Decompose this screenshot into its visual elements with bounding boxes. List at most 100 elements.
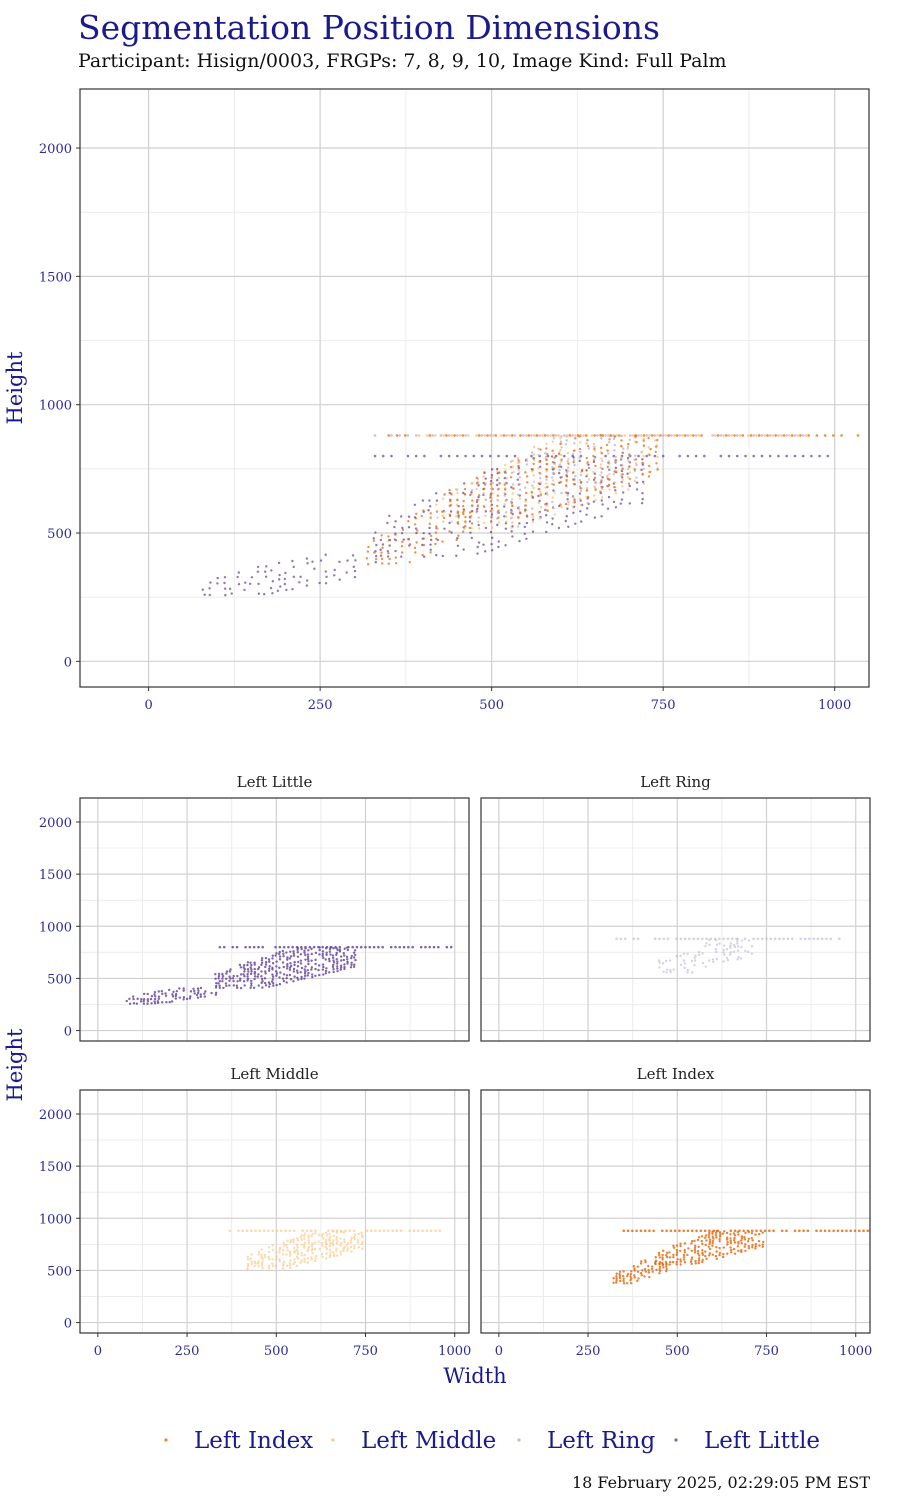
data-point [182,989,185,992]
data-point [667,434,670,437]
data-point [373,454,377,458]
data-point [267,969,271,972]
data-point [260,970,263,973]
data-point [551,479,555,482]
data-point [257,1250,261,1254]
data-point [286,965,289,968]
data-point [368,945,372,949]
data-point [563,454,566,458]
data-point [580,520,583,523]
data-point [505,434,509,437]
data-point [310,1244,313,1247]
data-point [295,1248,299,1252]
data-point [267,1267,271,1270]
data-point [557,471,561,475]
data-point [353,949,357,952]
data-point [633,1276,636,1279]
data-point [750,1236,753,1240]
data-point [771,434,775,437]
data-point [704,965,707,968]
data-point [456,491,459,495]
data-point [462,548,465,551]
data-point [530,451,534,454]
data-point [785,1229,788,1233]
data-point [380,557,384,561]
data-point [304,965,307,968]
data-point [708,1247,712,1251]
data-point [225,972,228,975]
data-point [243,964,246,967]
data-point [339,1237,342,1240]
data-point [712,960,715,964]
data-point [565,471,569,474]
data-point [513,454,517,458]
data-point [665,1255,669,1259]
data-point [628,502,632,505]
data-point [516,456,520,460]
data-point [727,454,731,458]
data-point [504,499,507,502]
data-point [619,502,622,505]
data-point [303,974,307,978]
data-point [349,966,353,969]
data-point [229,977,232,980]
data-point [293,1246,296,1250]
data-point [626,475,630,479]
data-point [300,977,303,981]
data-point [544,513,548,517]
data-point [545,462,548,466]
data-point [594,498,597,502]
data-point [303,1253,306,1257]
data-point [722,951,725,954]
data-point [525,515,529,518]
data-point [275,1255,278,1258]
data-point [656,468,659,471]
data-point [386,550,390,553]
data-point [658,1269,662,1273]
data-point [489,504,492,508]
data-point [455,538,458,542]
data-point [723,953,726,956]
data-point [578,478,582,482]
data-point [261,979,264,983]
data-point [477,516,480,519]
data-point [749,434,753,437]
data-point [250,1229,253,1233]
data-point [564,519,567,523]
data-point [413,523,417,526]
data-point [249,1257,252,1261]
data-point [338,948,342,951]
data-point [683,1242,687,1245]
data-point [284,571,287,575]
data-point [558,469,561,472]
data-point [268,1246,271,1249]
data-point [690,1258,693,1261]
data-point [636,1270,640,1273]
data-point [682,1256,686,1259]
data-point [696,1238,700,1242]
data-point [318,946,321,949]
data-point [264,960,268,964]
data-point [605,443,609,447]
data-point [328,1233,331,1236]
data-point [422,509,425,512]
data-point [214,993,218,996]
data-point [572,456,575,459]
data-point [740,1249,743,1252]
data-point [675,1244,679,1247]
data-point [480,434,484,437]
data-point [552,483,556,486]
data-point [267,958,271,961]
data-point [468,493,472,497]
data-point [222,986,225,990]
data-point [628,434,632,437]
facet-label: Left Index [637,1065,715,1083]
data-point [665,1265,668,1268]
data-point [768,454,772,458]
data-point [669,1229,673,1233]
data-point [675,1260,678,1264]
data-point [360,1234,364,1237]
data-point [318,1233,321,1237]
data-point [551,449,554,453]
data-point [271,1264,275,1268]
